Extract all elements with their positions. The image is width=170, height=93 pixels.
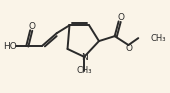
Text: N: N	[81, 53, 88, 62]
Text: O: O	[117, 13, 124, 22]
Text: CH₃: CH₃	[76, 66, 92, 75]
Text: O: O	[29, 22, 36, 31]
Text: HO: HO	[3, 41, 16, 50]
Text: CH₃: CH₃	[150, 34, 166, 43]
Text: O: O	[126, 44, 133, 53]
